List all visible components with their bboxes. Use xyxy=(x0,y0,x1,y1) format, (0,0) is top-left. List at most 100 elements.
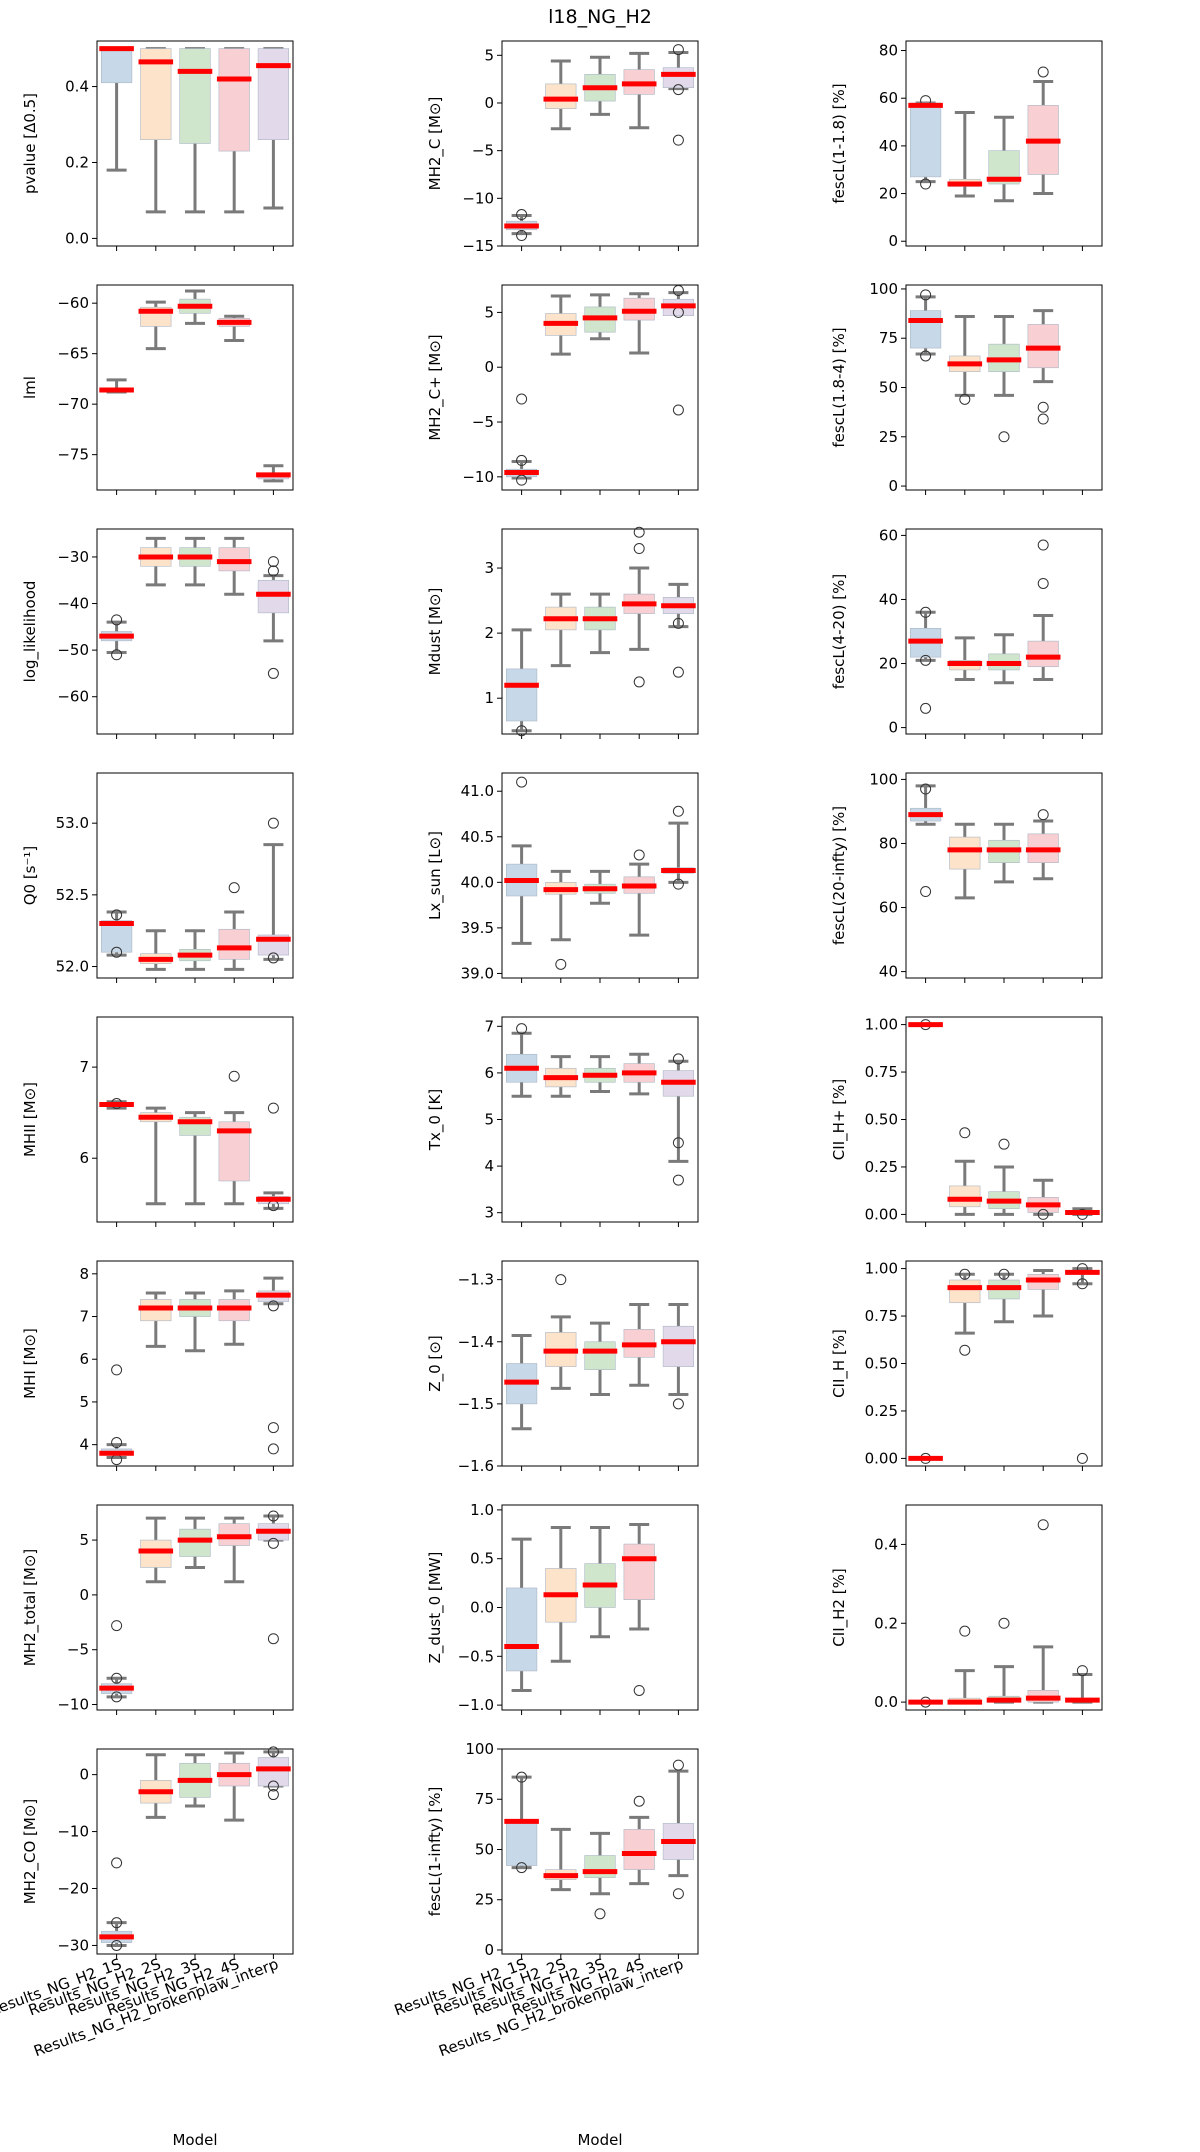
panel-q0: 52.0 52.5 53.0 Q0 [s⁻¹] xyxy=(21,772,294,983)
outlier-point xyxy=(111,1620,123,1632)
figure-title: l18_NG_H2 xyxy=(548,6,652,28)
y-tick-label: 25 xyxy=(475,1891,494,1909)
y-axis-label: MH2_C [M⊙] xyxy=(426,97,445,191)
outlier-point xyxy=(111,946,123,958)
y-tick-label: 60 xyxy=(879,526,898,544)
outlier-point xyxy=(672,666,684,678)
outlier-point xyxy=(920,654,932,666)
x-axis-label: Model xyxy=(172,2131,217,2149)
outlier-point xyxy=(267,1102,279,1114)
y-axis-label: MH2_total [M⊙] xyxy=(21,1549,40,1667)
y-tick-label: 39.0 xyxy=(461,964,494,982)
y-axis-label: fescL(1.8-4) [%] xyxy=(830,327,848,447)
y-axis-label: MHII [M⊙] xyxy=(21,1082,39,1157)
outlier-point xyxy=(516,474,528,486)
box-2 xyxy=(138,1291,174,1348)
outlier-point xyxy=(633,526,645,538)
box-3 xyxy=(177,1516,213,1569)
iqr-box xyxy=(101,48,133,84)
panel-mdust: 1 2 3 Mdust [M⊙] xyxy=(426,526,699,739)
y-axis-label: CII_H2 [%] xyxy=(830,1568,849,1646)
outlier-point xyxy=(1037,539,1049,551)
y-tick-label: 50 xyxy=(879,379,898,397)
box-2 xyxy=(947,315,983,405)
outlier-point xyxy=(267,1633,279,1645)
outlier-point xyxy=(516,1862,528,1874)
box-3 xyxy=(986,822,1022,884)
panel-lml: −75 −70 −65 −60 lml xyxy=(21,284,294,495)
outlier-point xyxy=(998,431,1010,443)
y-tick-label: 0.2 xyxy=(65,153,89,171)
outlier-point xyxy=(1076,1452,1088,1464)
panel-ciih2: 0.0 0.2 0.4 CII_H2 [%] xyxy=(830,1504,1103,1715)
x-axis-labels-col-1: Results_NG_H2_1SResults_NG_H2_2SResults_… xyxy=(0,1955,281,2149)
iqr-box xyxy=(1027,640,1059,668)
y-tick-label: −5 xyxy=(472,413,494,431)
iqr-box xyxy=(506,668,538,722)
box-1 xyxy=(504,209,539,242)
box-5 xyxy=(1065,1207,1100,1220)
y-tick-label: 7 xyxy=(484,1017,494,1035)
box-2 xyxy=(947,111,983,198)
box-4 xyxy=(621,526,657,688)
y-tick-label: −20 xyxy=(57,1880,89,1898)
panel-fesc20inf: 40 60 80 100 fescL(20-infty) [%] xyxy=(830,770,1103,983)
box-4 xyxy=(216,1751,252,1822)
outlier-point xyxy=(267,1300,279,1312)
y-tick-label: 0.25 xyxy=(865,1402,898,1420)
outlier-point xyxy=(672,1888,684,1900)
y-axis-label: Lx_sun [L⊙] xyxy=(426,831,445,920)
outlier-point xyxy=(516,209,528,221)
y-tick-label: −30 xyxy=(57,1936,89,1954)
y-tick-label: −65 xyxy=(57,345,89,363)
panel-fesc1inf: 0 25 50 75 100 fescL(1-infty) [%] xyxy=(426,1740,699,1959)
panel-fesc420: 0 20 40 60 fescL(4-20) [%] xyxy=(830,526,1103,739)
box-4 xyxy=(621,849,657,937)
y-tick-label: 5 xyxy=(484,303,494,321)
box-1 xyxy=(504,393,539,486)
y-tick-label: 75 xyxy=(475,1790,494,1808)
box-2 xyxy=(138,300,174,351)
y-tick-label: 0.2 xyxy=(874,1614,898,1632)
y-axis-label: MHI [M⊙] xyxy=(21,1328,39,1399)
box-1 xyxy=(99,378,134,394)
outlier-point xyxy=(998,1138,1010,1150)
y-tick-label: 50 xyxy=(475,1840,494,1858)
box-2 xyxy=(138,1753,174,1819)
outlier-point xyxy=(267,1746,279,1758)
outlier-point xyxy=(672,84,684,96)
y-tick-label: 39.5 xyxy=(461,919,494,937)
y-tick-label: 100 xyxy=(869,770,898,788)
outlier-point xyxy=(594,1908,606,1920)
y-axis-label: fescL(1-1.8) [%] xyxy=(830,83,848,203)
outlier-point xyxy=(1037,401,1049,413)
box-3 xyxy=(582,869,618,905)
box-3 xyxy=(582,293,618,341)
outlier-point xyxy=(111,1364,123,1376)
y-tick-label: 80 xyxy=(879,42,898,60)
outlier-point xyxy=(998,1268,1010,1280)
outlier-point xyxy=(1037,1208,1049,1220)
y-tick-label: 0.75 xyxy=(865,1063,898,1081)
outlier-point xyxy=(920,886,932,898)
outlier-point xyxy=(672,1398,684,1410)
box-1 xyxy=(504,1023,539,1098)
outlier-point xyxy=(672,1759,684,1771)
box-5 xyxy=(256,1746,291,1801)
box-3 xyxy=(582,592,618,655)
outlier-point xyxy=(633,849,645,861)
box-4 xyxy=(216,1070,252,1206)
iqr-box xyxy=(257,1757,289,1787)
outlier-point xyxy=(555,958,567,970)
box-4 xyxy=(216,536,252,596)
outlier-point xyxy=(267,1789,279,1801)
iqr-box xyxy=(949,1279,981,1304)
y-tick-label: 0.0 xyxy=(65,229,89,247)
y-tick-label: 0 xyxy=(484,94,494,112)
outlier-point xyxy=(633,1795,645,1807)
y-tick-label: −5 xyxy=(472,142,494,160)
box-3 xyxy=(177,1111,213,1206)
outlier-point xyxy=(920,606,932,618)
panel-loglik: −60 −50 −40 −30 log_likelihood xyxy=(21,528,294,739)
box-2 xyxy=(947,1127,983,1216)
